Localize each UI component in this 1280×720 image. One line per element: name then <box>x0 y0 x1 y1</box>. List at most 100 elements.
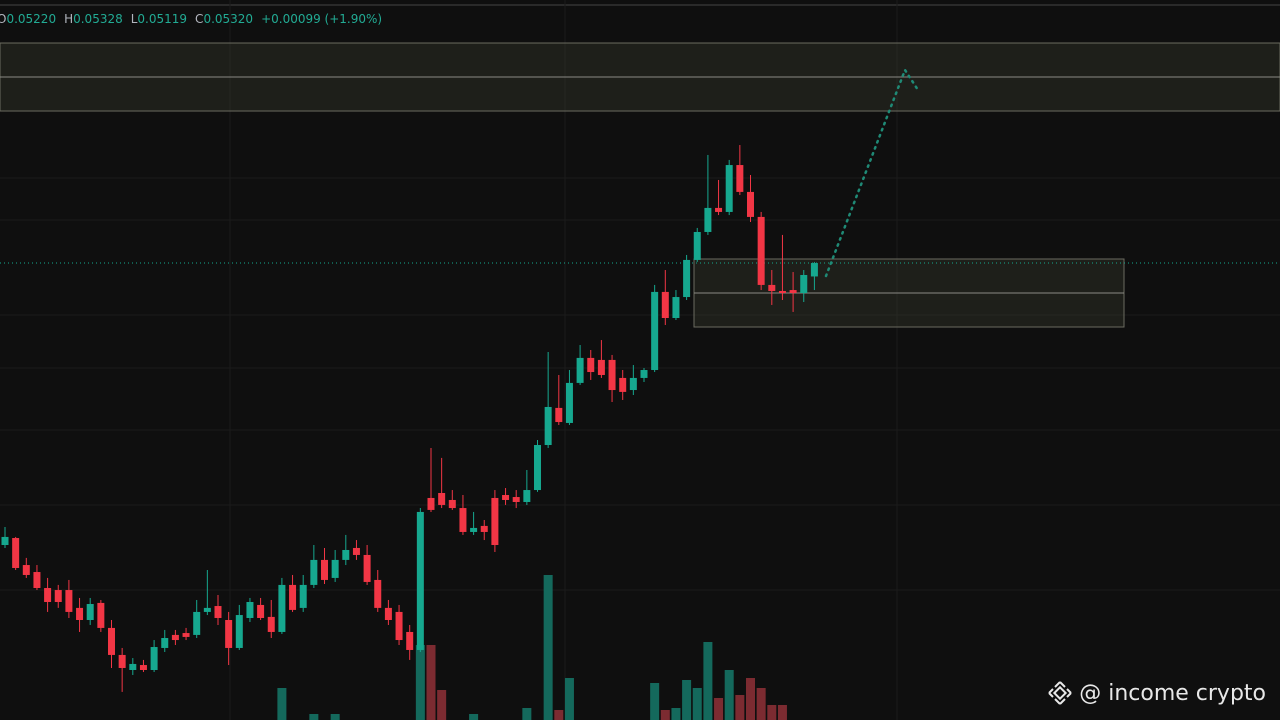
volume-bar <box>522 708 532 720</box>
volume-bar <box>692 688 702 720</box>
candle-body <box>86 604 94 621</box>
candle-body <box>704 207 712 232</box>
watermark-text: @ income crypto <box>1079 680 1266 706</box>
candle-body <box>438 492 446 505</box>
volume-bar <box>543 575 553 720</box>
candle-body <box>150 647 158 671</box>
ohlc-label: H <box>64 12 74 26</box>
candle-body <box>1 536 9 546</box>
projection-path <box>824 67 920 278</box>
volume-bar <box>682 680 692 720</box>
candle-body <box>384 607 392 621</box>
volume-bar <box>767 705 777 720</box>
candle-body <box>342 549 350 560</box>
candle-body <box>44 588 52 602</box>
candle-body <box>257 604 265 618</box>
candle-body <box>800 274 808 293</box>
candle-body <box>416 511 424 650</box>
volume-bar <box>671 708 681 720</box>
volume-bar <box>703 642 713 720</box>
candle-body <box>619 377 627 392</box>
candle-body <box>161 638 169 648</box>
ohlc-value: 0.05220 <box>6 12 57 26</box>
volume-bar <box>756 688 766 720</box>
volume-bar <box>469 714 479 720</box>
candle-body <box>640 370 648 378</box>
candle-body <box>108 627 115 655</box>
volume-bar <box>437 690 447 720</box>
ohlc-value: 0.05328 <box>73 12 123 26</box>
candle-body <box>139 665 147 671</box>
watermark: @ income crypto <box>1047 680 1266 706</box>
candle-body <box>736 165 744 192</box>
candle-body <box>395 611 403 641</box>
candle-body <box>693 231 701 260</box>
ohlc-label: L <box>130 12 138 26</box>
candle-body <box>523 490 531 502</box>
candle-body <box>299 584 307 608</box>
candle-body <box>480 525 488 532</box>
candle-body <box>374 579 382 608</box>
candle-body <box>608 359 616 391</box>
candle-body <box>235 615 243 648</box>
candle-body <box>22 565 30 575</box>
ohlc-value: 0.05320 <box>203 12 254 26</box>
ohlc-label: O <box>0 12 7 26</box>
volume-bar <box>735 695 745 720</box>
candle-body <box>427 497 435 510</box>
logo <box>1048 681 1072 705</box>
candle-body <box>321 559 328 580</box>
candles <box>1 145 818 692</box>
candle-body <box>715 207 723 212</box>
candle-body <box>54 590 62 602</box>
volume-bar <box>564 678 574 720</box>
volume-bar <box>554 710 564 720</box>
candle-body <box>683 259 691 298</box>
candle-body <box>310 559 318 585</box>
candle-body <box>555 407 563 423</box>
candle-body <box>661 291 669 318</box>
candle-body <box>778 290 786 293</box>
volume-bar <box>309 714 319 720</box>
candle-body <box>747 191 754 217</box>
volume <box>277 575 787 720</box>
candle-body <box>406 631 414 650</box>
candle-body <box>725 165 733 212</box>
candle-body <box>597 359 605 375</box>
candle-body <box>65 590 73 612</box>
candle-body <box>289 584 297 610</box>
ohlc-label: C <box>195 12 204 26</box>
volume-bar <box>746 678 755 720</box>
candle-body <box>672 297 680 318</box>
candle-body <box>363 554 371 582</box>
volume-bar <box>650 683 660 720</box>
candle-body <box>76 607 84 621</box>
candle-body <box>129 663 137 671</box>
candle-body <box>246 601 254 618</box>
candle-body <box>448 499 456 509</box>
candle-body <box>789 290 797 293</box>
candle-body <box>97 602 105 628</box>
candle-body <box>768 284 776 291</box>
candle-body <box>810 263 818 277</box>
candle-body <box>757 216 765 285</box>
ohlc-value: 0.05119 <box>137 12 188 26</box>
candle-body <box>491 497 499 546</box>
candle-body <box>171 634 179 641</box>
candle-body <box>629 377 637 391</box>
candle-body <box>565 382 573 423</box>
ohlc-legend: O0.05220 H0.05328 L0.05119 C0.05320 +0.00099… <box>0 12 382 26</box>
candle-body <box>651 291 659 371</box>
candle-body <box>534 445 541 491</box>
candle-body <box>203 607 211 612</box>
candle-body <box>576 357 584 383</box>
candle-body <box>352 547 360 555</box>
volume-bar <box>724 670 734 720</box>
candle-body <box>502 495 510 500</box>
candle-body <box>225 620 233 648</box>
candle-body <box>470 527 478 532</box>
candle-body <box>267 616 275 632</box>
